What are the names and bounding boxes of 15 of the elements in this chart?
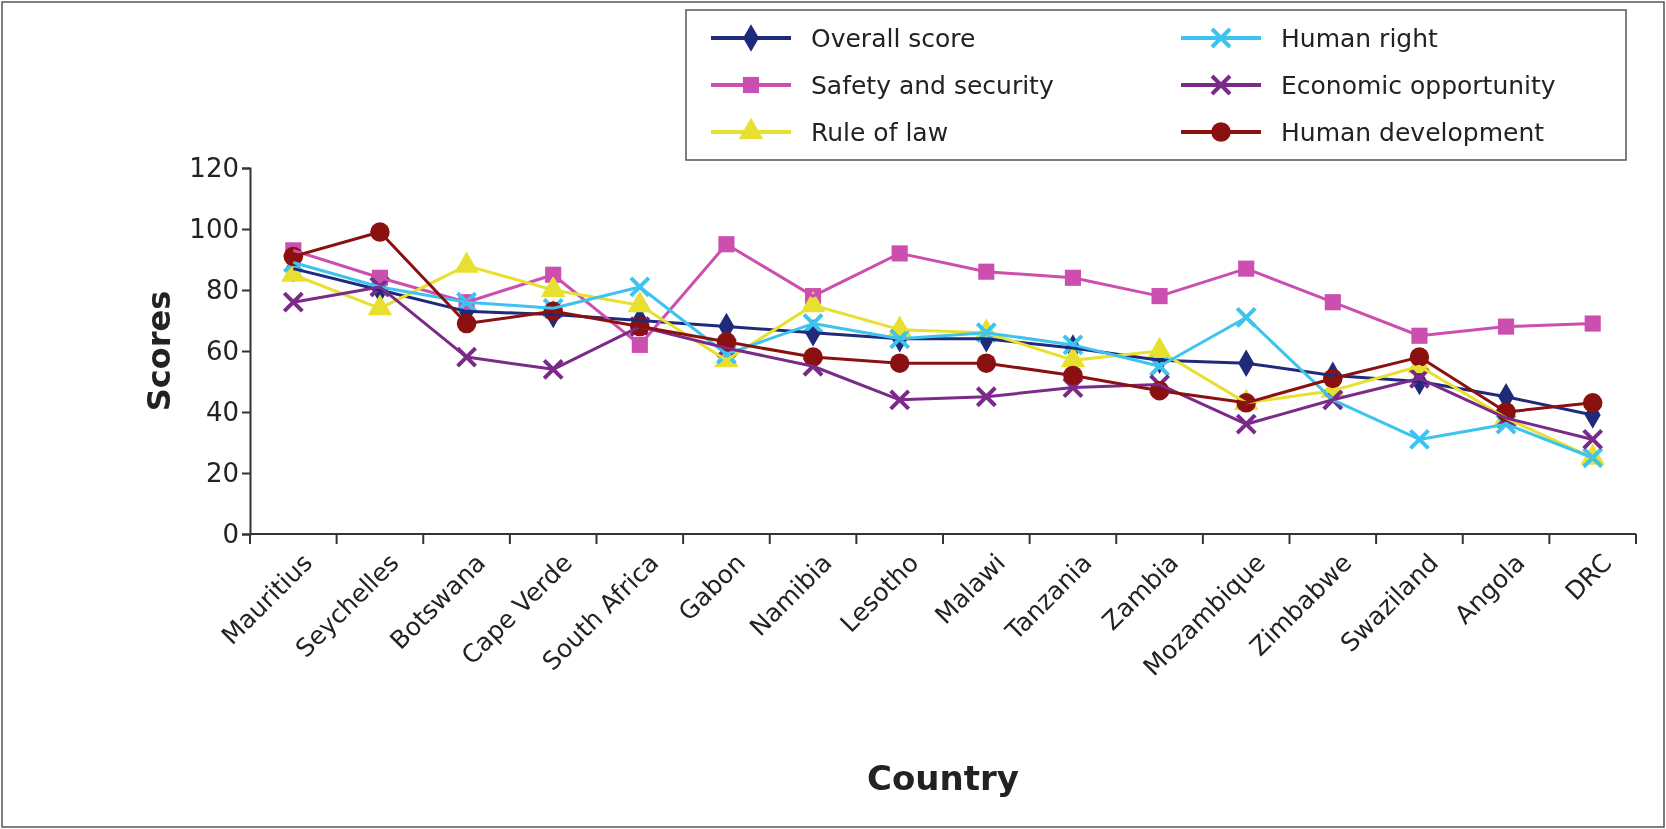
legend-label: Rule of law [811, 117, 949, 147]
x-axis-title: Country [867, 758, 1019, 798]
y-tick-label: 80 [205, 274, 239, 305]
legend-label: Economic opportunity [1281, 70, 1556, 100]
legend-label: Human right [1281, 23, 1439, 53]
y-axis-title: Scores [140, 290, 178, 412]
y-tick-label: 100 [189, 213, 239, 244]
legend-label: Overall score [811, 23, 976, 53]
legend-label: Safety and security [811, 70, 1054, 100]
y-tick-label: 0 [222, 518, 239, 549]
y-tick-label: 20 [205, 457, 239, 488]
y-tick-label: 120 [189, 152, 239, 183]
legend-label: Human development [1281, 117, 1545, 147]
y-tick-label: 60 [205, 335, 239, 366]
y-tick-label: 40 [205, 396, 239, 427]
